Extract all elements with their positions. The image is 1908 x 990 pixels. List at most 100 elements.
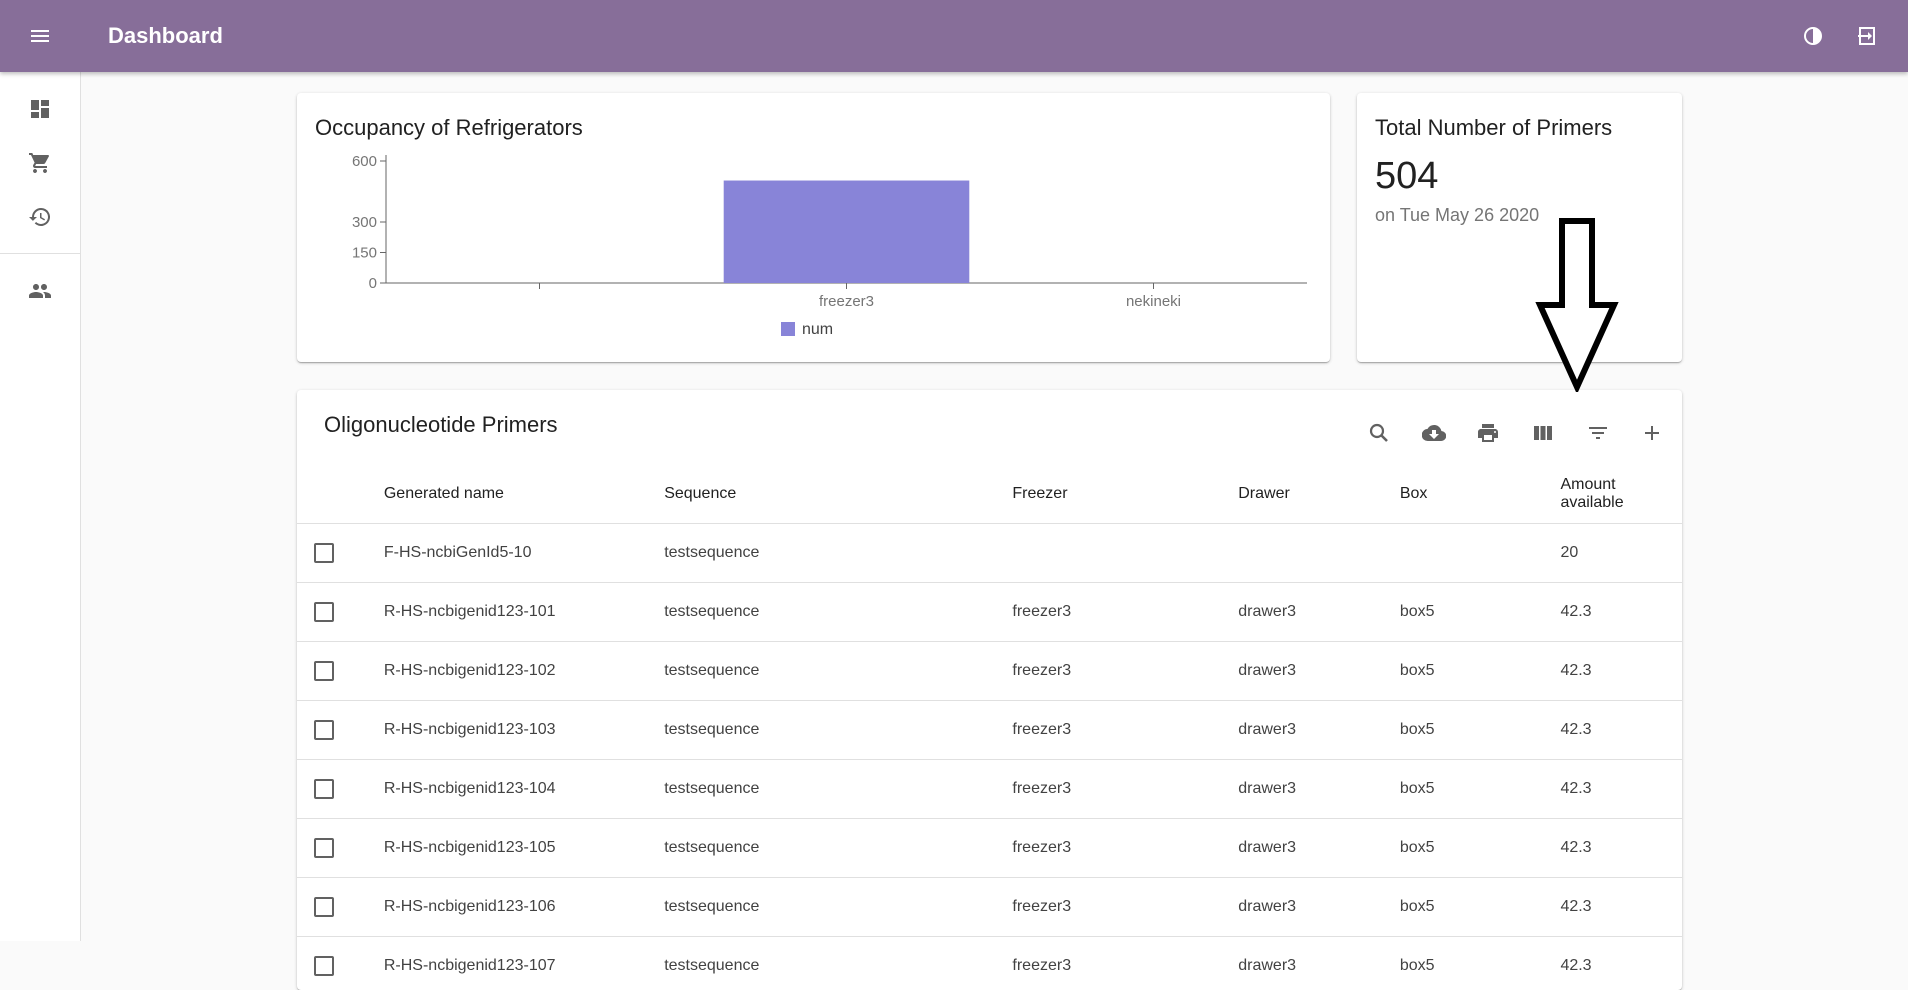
table-cell: 42.3 <box>1560 760 1682 819</box>
total-primers-card: Total Number of Primers 504 on Tue May 2… <box>1357 93 1682 362</box>
table-cell <box>1238 524 1400 583</box>
logout-button[interactable] <box>1848 20 1888 52</box>
table-cell: drawer3 <box>1238 701 1400 760</box>
table-cell: freezer3 <box>1012 583 1238 642</box>
table-cell: R-HS-ncbigenid123-103 <box>384 701 664 760</box>
table-cell: 42.3 <box>1560 937 1682 990</box>
history-icon <box>28 205 52 229</box>
column-header[interactable]: Drawer <box>1238 465 1400 524</box>
filter-button[interactable] <box>1578 413 1618 453</box>
table-cell: box5 <box>1400 878 1561 937</box>
row-checkbox[interactable] <box>314 720 334 740</box>
row-checkbox[interactable] <box>314 602 334 622</box>
table-cell: R-HS-ncbigenid123-104 <box>384 760 664 819</box>
theme-toggle-button[interactable] <box>1793 20 1833 52</box>
table-cell: drawer3 <box>1238 642 1400 701</box>
cloud-download-button[interactable] <box>1414 413 1454 453</box>
contrast-icon <box>1801 24 1825 48</box>
add-button[interactable] <box>1632 413 1672 453</box>
table-cell: testsequence <box>664 701 1012 760</box>
table-cell: box5 <box>1400 642 1561 701</box>
row-checkbox[interactable] <box>314 956 334 976</box>
columns-button[interactable] <box>1523 413 1563 453</box>
column-header[interactable]: Sequence <box>664 465 1012 524</box>
cloud-download-icon <box>1422 421 1446 445</box>
table-cell: box5 <box>1400 701 1561 760</box>
table-cell: freezer3 <box>1012 937 1238 990</box>
table-cell: R-HS-ncbigenid123-106 <box>384 878 664 937</box>
nav-orders[interactable] <box>0 139 80 187</box>
column-header[interactable]: Box <box>1400 465 1561 524</box>
row-checkbox[interactable] <box>314 543 334 563</box>
row-select-cell <box>297 878 384 937</box>
nav-users[interactable] <box>0 267 80 315</box>
search-button[interactable] <box>1359 413 1399 453</box>
row-select-cell <box>297 819 384 878</box>
table-cell <box>1012 524 1238 583</box>
columns-icon <box>1531 421 1555 445</box>
table-cell: R-HS-ncbigenid123-101 <box>384 583 664 642</box>
table-cell: R-HS-ncbigenid123-105 <box>384 819 664 878</box>
row-checkbox[interactable] <box>314 661 334 681</box>
y-tick-label: 300 <box>352 214 377 231</box>
table-cell: testsequence <box>664 524 1012 583</box>
exit-icon <box>1856 24 1880 48</box>
table-cell: freezer3 <box>1012 642 1238 701</box>
table-cell: 42.3 <box>1560 701 1682 760</box>
annotation-arrow-icon <box>1535 218 1619 392</box>
row-select-cell <box>297 760 384 819</box>
table-cell: freezer3 <box>1012 878 1238 937</box>
table-cell: 42.3 <box>1560 642 1682 701</box>
row-checkbox[interactable] <box>314 897 334 917</box>
column-header[interactable]: Freezer <box>1012 465 1238 524</box>
table-cell: 42.3 <box>1560 583 1682 642</box>
legend-swatch <box>781 322 795 336</box>
table-cell: R-HS-ncbigenid123-102 <box>384 642 664 701</box>
nav-history[interactable] <box>0 193 80 241</box>
menu-button[interactable] <box>20 20 60 52</box>
drawer-divider <box>0 253 80 254</box>
column-header[interactable]: Generated name <box>384 465 664 524</box>
dashboard-icon <box>28 97 52 121</box>
y-tick-label: 150 <box>352 245 377 262</box>
table-cell: 42.3 <box>1560 819 1682 878</box>
nav-dashboard[interactable] <box>0 85 80 133</box>
legend-label: num <box>802 321 833 338</box>
table-title: Oligonucleotide Primers <box>324 412 558 438</box>
print-button[interactable] <box>1468 413 1508 453</box>
x-tick-label: nekineki <box>1126 293 1181 310</box>
row-select-cell <box>297 583 384 642</box>
table-cell: freezer3 <box>1012 760 1238 819</box>
table-cell: 20 <box>1560 524 1682 583</box>
menu-icon <box>28 24 52 48</box>
row-select-cell <box>297 524 384 583</box>
table-cell: testsequence <box>664 583 1012 642</box>
table-cell: drawer3 <box>1238 878 1400 937</box>
row-checkbox[interactable] <box>314 779 334 799</box>
print-icon <box>1476 421 1500 445</box>
table-cell: testsequence <box>664 937 1012 990</box>
row-select-cell <box>297 701 384 760</box>
row-select-cell <box>297 937 384 990</box>
row-checkbox[interactable] <box>314 838 334 858</box>
table-cell: drawer3 <box>1238 760 1400 819</box>
page-title: Dashboard <box>108 20 223 52</box>
total-title: Total Number of Primers <box>1375 115 1612 141</box>
column-header[interactable]: Amount available <box>1560 465 1682 524</box>
app-bar: Dashboard <box>0 0 1908 72</box>
table-cell: testsequence <box>664 878 1012 937</box>
y-tick-label: 0 <box>369 275 377 292</box>
x-tick-label: freezer3 <box>819 293 874 310</box>
table-cell: drawer3 <box>1238 819 1400 878</box>
